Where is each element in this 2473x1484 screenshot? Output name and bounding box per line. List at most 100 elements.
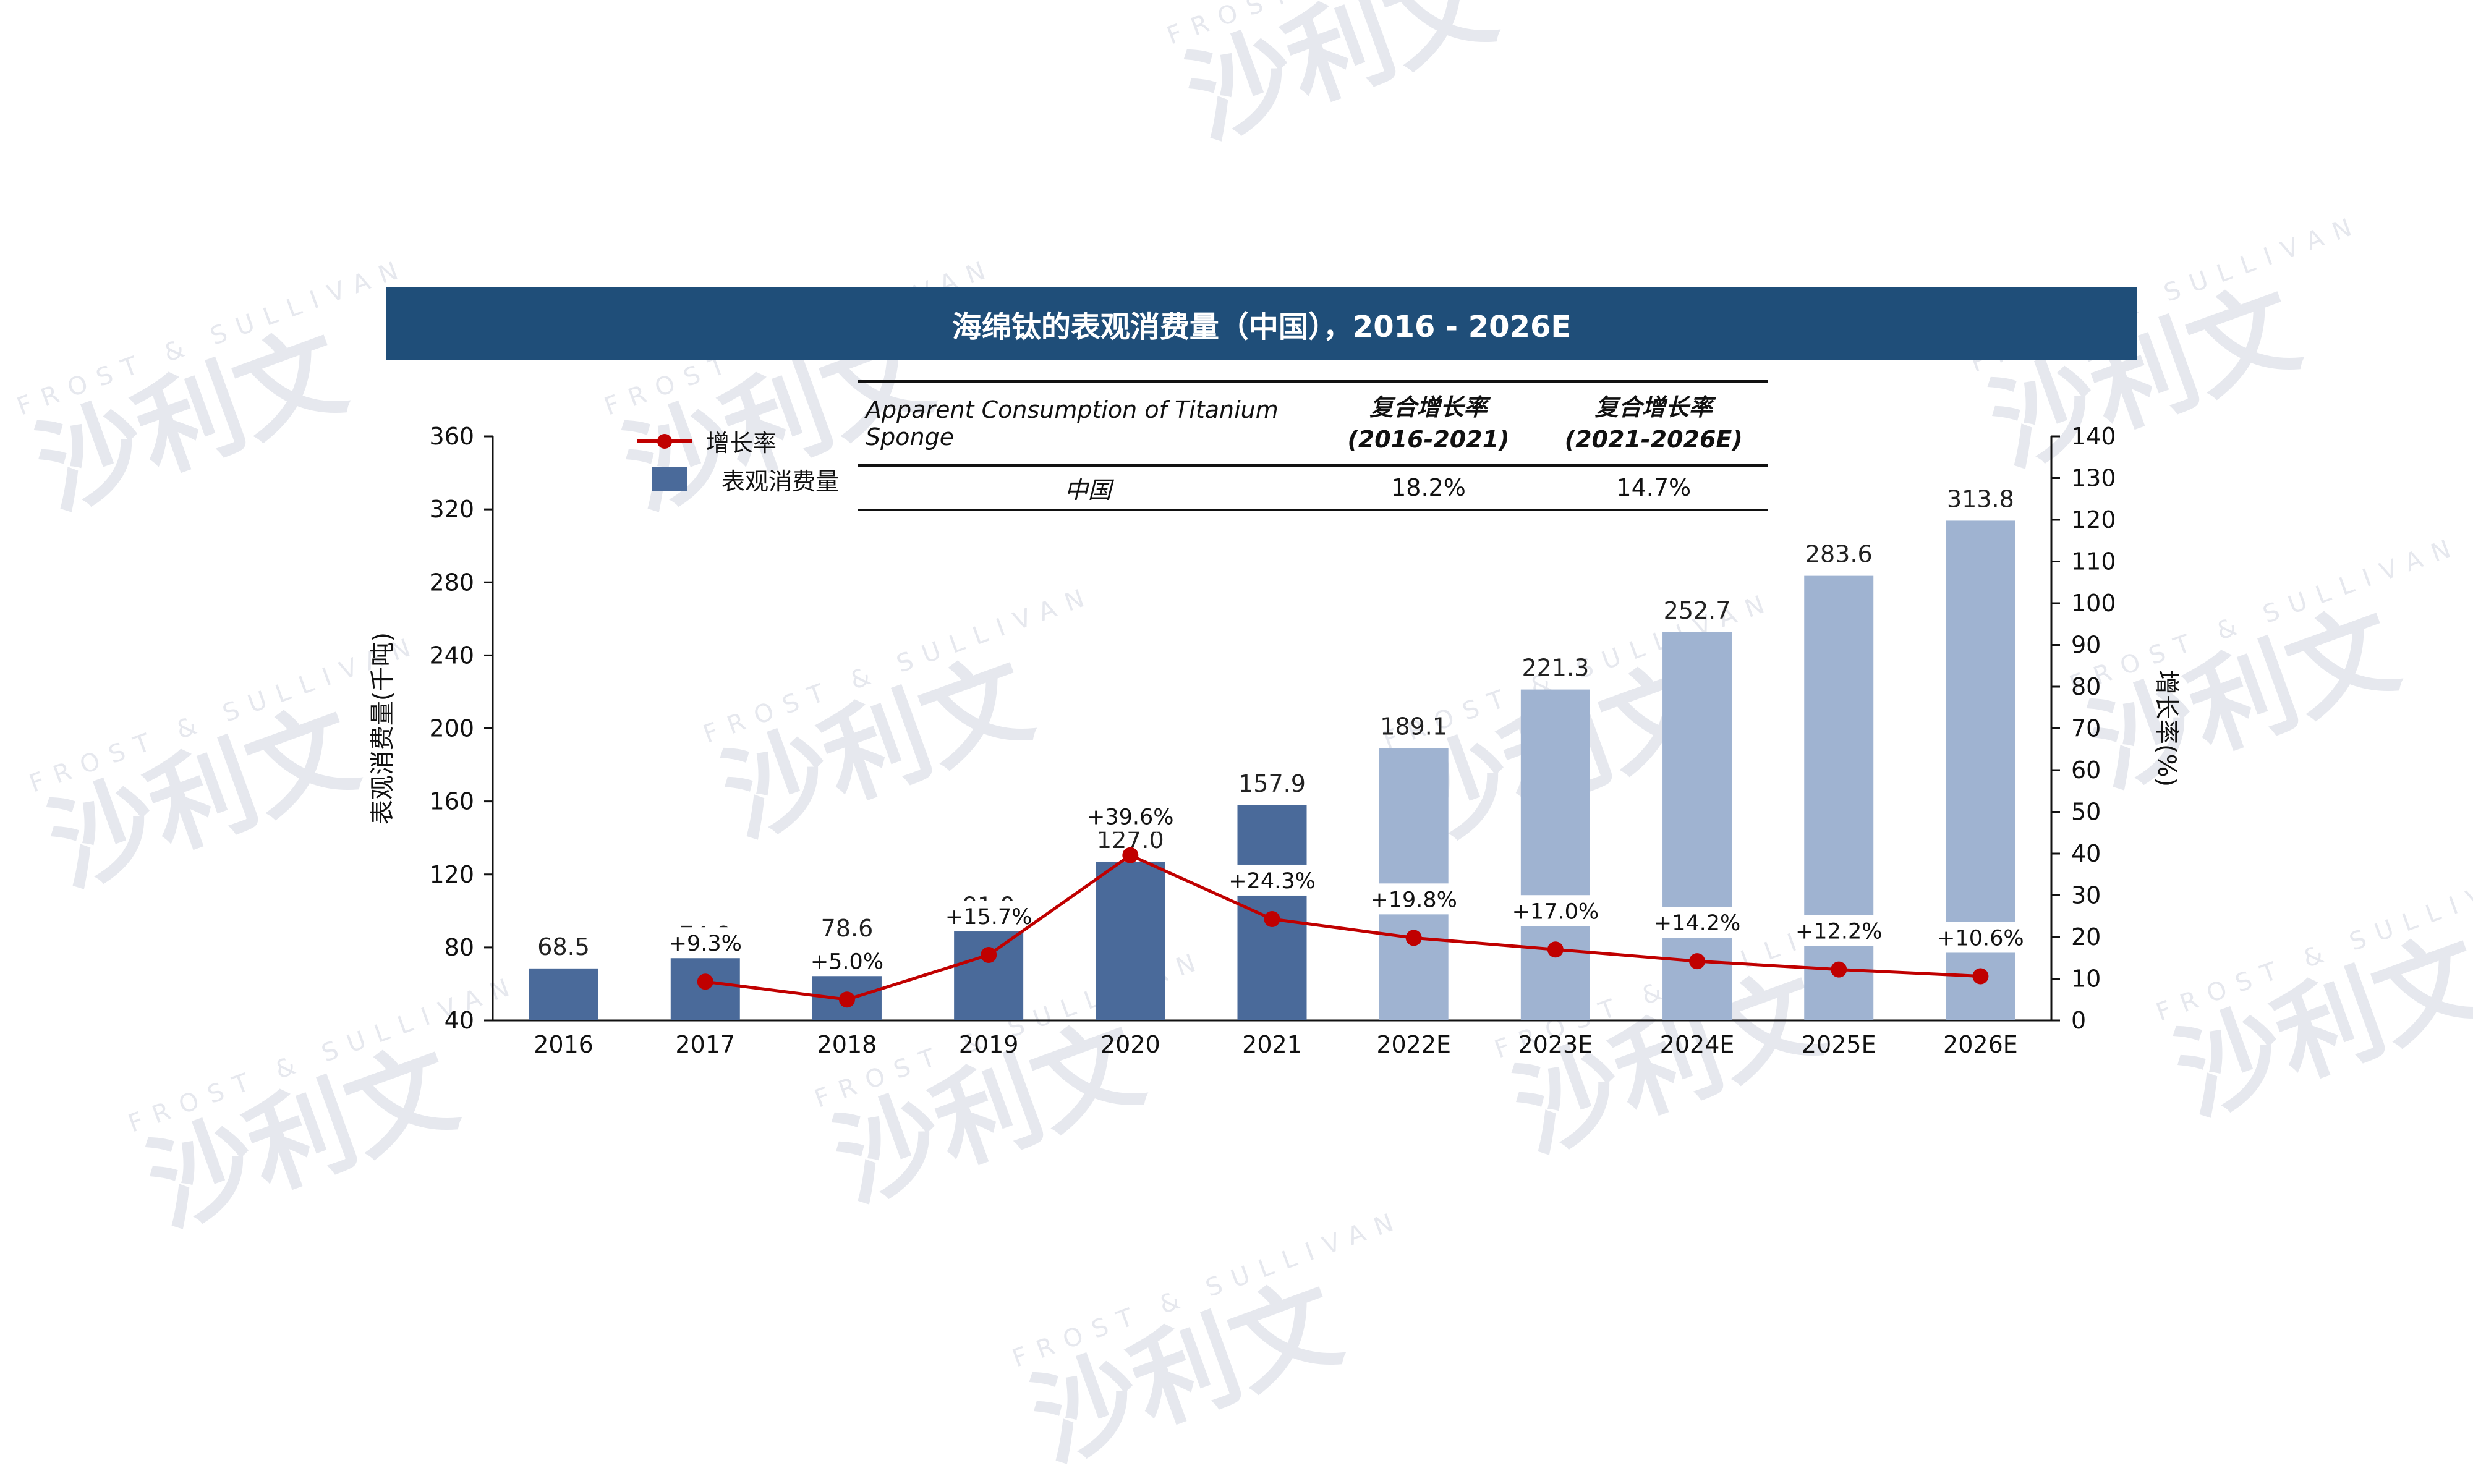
y2-tick-label: 120	[2071, 506, 2116, 533]
y2-tick-label: 140	[2071, 423, 2116, 450]
rate-label-bg	[811, 945, 883, 977]
growth-rate-label: +15.7%	[945, 905, 1032, 930]
growth-rate-label: +24.3%	[1228, 869, 1316, 894]
x-tick-label: 2022E	[1376, 1031, 1451, 1058]
rate-label-bg	[1088, 800, 1173, 832]
bar-value-label: 78.6	[821, 915, 874, 942]
rate-label-bg	[1797, 915, 1881, 946]
bar-value-label: 157.9	[1238, 770, 1306, 797]
y2-tick-label: 40	[2071, 840, 2101, 867]
x-tick-label: 2016	[534, 1031, 594, 1058]
legend-item-growth: 增长率	[637, 422, 839, 460]
y2-tick-label: 90	[2071, 632, 2101, 659]
cagr-header-period: (2021-2026E)	[1564, 426, 1743, 453]
table-header-label: Apparent Consumption of Titanium Sponge	[858, 381, 1318, 467]
y2-tick-label: 50	[2071, 799, 2101, 826]
cagr-header-period: (2016-2021)	[1347, 426, 1510, 453]
growth-rate-label: +39.6%	[1087, 805, 1174, 830]
legend-bar-swatch-icon	[652, 467, 687, 491]
y-tick-label: 280	[429, 569, 474, 596]
legend-label-consumption: 表观消费量	[721, 467, 840, 495]
growth-point	[1972, 968, 1989, 985]
cagr-table: Apparent Consumption of Titanium Sponge …	[858, 380, 1768, 511]
rate-label-bg	[1938, 922, 2023, 953]
rate-label-bg	[670, 927, 741, 959]
legend-item-consumption: 表观消费量	[637, 460, 839, 498]
y2-tick-label: 20	[2071, 923, 2101, 951]
x-tick-label: 2021	[1242, 1031, 1302, 1058]
x-tick-label: 2019	[959, 1031, 1019, 1058]
growth-point	[981, 947, 997, 964]
growth-point	[838, 991, 855, 1008]
y2-tick-label: 80	[2071, 673, 2101, 700]
y-tick-label: 80	[445, 934, 474, 961]
y-tick-label: 200	[429, 715, 474, 742]
y-tick-label: 360	[429, 423, 474, 450]
rate-label-bg	[1230, 864, 1314, 896]
rate-label-bg	[1371, 883, 1456, 915]
y2-tick-label: 60	[2071, 757, 2101, 784]
y2-tick-label: 110	[2071, 548, 2116, 575]
growth-point	[1122, 847, 1139, 863]
y-tick-label: 40	[445, 1007, 474, 1034]
growth-rate-label: +5.0%	[811, 949, 883, 974]
y-tick-label: 320	[429, 496, 474, 523]
bar	[1520, 689, 1590, 1020]
x-tick-label: 2018	[817, 1031, 877, 1058]
y2-tick-label: 30	[2071, 882, 2101, 909]
bar	[954, 927, 1024, 1020]
growth-point	[1547, 941, 1564, 958]
growth-point	[1831, 961, 1847, 978]
bar-value-label: 283.6	[1805, 541, 1873, 568]
growth-point	[697, 973, 713, 990]
cagr-header-line: 复合增长率	[1594, 394, 1713, 421]
growth-line	[705, 853, 1981, 1001]
bar	[529, 968, 598, 1020]
bar	[1804, 575, 1874, 1020]
y2-tick-label: 0	[2071, 1007, 2086, 1034]
x-tick-label: 2024E	[1660, 1031, 1735, 1058]
bar-value-label: 252.7	[1664, 597, 1731, 624]
y-axis-title: 表观消费量(千吨)	[368, 632, 397, 825]
legend: 增长率 表观消费量	[637, 422, 839, 498]
growth-point	[1264, 910, 1280, 927]
growth-rate-label: +19.8%	[1370, 888, 1457, 912]
x-tick-label: 2023E	[1518, 1031, 1593, 1058]
legend-line-marker-icon	[637, 423, 692, 458]
growth-rate-label: +14.2%	[1654, 911, 1741, 936]
growth-point	[1689, 953, 1706, 970]
chart: 40 80 120 160 200 240 280 320 360 0 10 20 30 40 50 60 70…	[368, 423, 2181, 1058]
table-region: 中国	[858, 465, 1318, 511]
bar	[1096, 862, 1165, 1020]
chart-title: 海绵钛的表观消费量（中国），2016 - 2026E	[386, 287, 2137, 360]
y-tick-label: 240	[429, 642, 474, 669]
growth-rate-label: +9.3%	[669, 931, 742, 956]
y-tick-label: 120	[429, 861, 474, 888]
x-tick-label: 2020	[1100, 1031, 1160, 1058]
bar-value-label: 313.8	[1947, 485, 2014, 512]
rate-label-bg	[947, 901, 1031, 932]
bar-value-label: 189.1	[1380, 713, 1447, 740]
x-tick-label: 2026E	[1943, 1031, 2018, 1058]
x-tick-label: 2025E	[1802, 1031, 1876, 1058]
cagr-header-line: 复合增长率	[1369, 394, 1488, 421]
y2-tick-label: 100	[2071, 590, 2116, 617]
y2-tick-label: 70	[2071, 715, 2101, 742]
bar-value-label: 68.5	[537, 933, 590, 960]
growth-rate-label: +12.2%	[1795, 920, 1883, 944]
y2-axis-title: 增长率(%)	[2152, 670, 2181, 787]
bar-value-label: 221.3	[1522, 655, 1589, 682]
table-cagr-2021-2026: 14.7%	[1539, 465, 1768, 511]
table-header-cagr-2016-2021: 复合增长率 (2016-2021)	[1317, 381, 1539, 467]
growth-point	[1405, 930, 1422, 946]
growth-rate-label: +10.6%	[1937, 926, 2024, 951]
rate-label-bg	[1655, 907, 1740, 938]
y2-tick-label: 130	[2071, 465, 2116, 492]
y2-tick-label: 10	[2071, 965, 2101, 993]
x-tick-label: 2017	[675, 1031, 735, 1058]
legend-label-growth: 增长率	[706, 429, 777, 457]
table-header-cagr-2021-2026: 复合增长率 (2021-2026E)	[1539, 381, 1768, 467]
y-tick-label: 160	[429, 788, 474, 815]
rate-label-bg	[1513, 895, 1598, 926]
table-cagr-2016-2021: 18.2%	[1317, 465, 1539, 511]
